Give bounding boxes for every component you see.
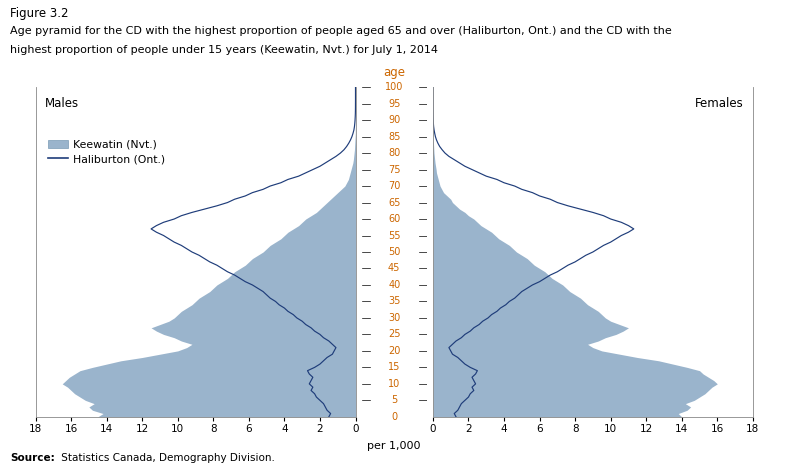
Text: 55: 55 bbox=[388, 230, 401, 241]
Text: 60: 60 bbox=[388, 214, 401, 224]
Text: 40: 40 bbox=[388, 280, 401, 290]
Text: Source:: Source: bbox=[10, 453, 55, 463]
Text: per 1,000: per 1,000 bbox=[367, 441, 421, 451]
Text: 100: 100 bbox=[385, 82, 404, 92]
Text: Females: Females bbox=[694, 97, 743, 110]
Text: Males: Males bbox=[45, 97, 79, 110]
Text: 80: 80 bbox=[388, 148, 401, 158]
Text: highest proportion of people under 15 years (Keewatin, Nvt.) for July 1, 2014: highest proportion of people under 15 ye… bbox=[10, 45, 438, 55]
Text: 0: 0 bbox=[391, 412, 397, 422]
Text: 70: 70 bbox=[388, 181, 401, 191]
Text: 50: 50 bbox=[388, 247, 401, 257]
Text: 95: 95 bbox=[388, 98, 401, 109]
Text: 25: 25 bbox=[388, 329, 401, 340]
Text: 30: 30 bbox=[388, 313, 401, 323]
Text: 85: 85 bbox=[388, 131, 401, 142]
Text: 15: 15 bbox=[388, 362, 401, 373]
Text: 20: 20 bbox=[388, 346, 401, 356]
Text: 75: 75 bbox=[388, 164, 401, 175]
Text: Figure 3.2: Figure 3.2 bbox=[10, 7, 69, 20]
Text: Age pyramid for the CD with the highest proportion of people aged 65 and over (H: Age pyramid for the CD with the highest … bbox=[10, 26, 672, 36]
Legend: Keewatin (Nvt.), Haliburton (Ont.): Keewatin (Nvt.), Haliburton (Ont.) bbox=[44, 136, 170, 169]
Text: age: age bbox=[383, 65, 405, 79]
Text: 65: 65 bbox=[388, 197, 401, 208]
Text: 10: 10 bbox=[388, 379, 401, 389]
Text: Statistics Canada, Demography Division.: Statistics Canada, Demography Division. bbox=[58, 453, 275, 463]
Text: 5: 5 bbox=[391, 395, 397, 406]
Text: 90: 90 bbox=[388, 115, 401, 125]
Text: 35: 35 bbox=[388, 296, 401, 307]
Text: 45: 45 bbox=[388, 263, 401, 274]
